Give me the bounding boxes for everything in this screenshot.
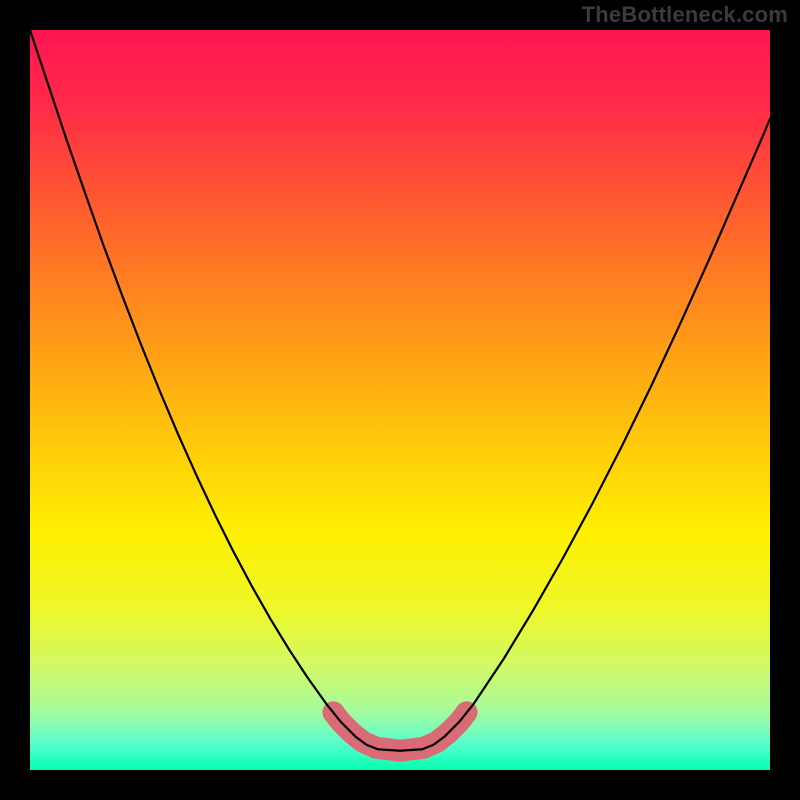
watermark-text: TheBottleneck.com: [582, 2, 788, 28]
plot-area: [30, 30, 770, 770]
outer-frame: TheBottleneck.com: [0, 0, 800, 800]
chart-svg: [30, 30, 770, 770]
gradient-background: [30, 30, 770, 770]
